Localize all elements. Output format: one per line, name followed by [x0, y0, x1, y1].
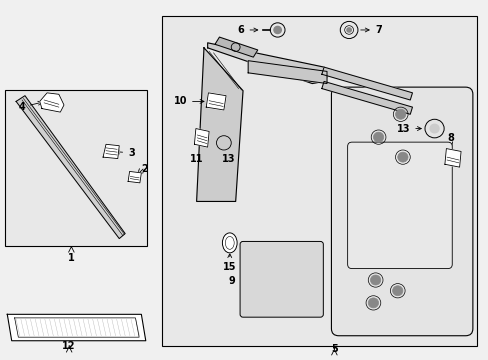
Polygon shape [321, 67, 411, 100]
Polygon shape [207, 43, 328, 84]
Polygon shape [321, 81, 411, 114]
Text: 4: 4 [18, 101, 42, 112]
Text: 12: 12 [62, 342, 76, 351]
Circle shape [367, 298, 378, 308]
Text: 3: 3 [115, 148, 135, 158]
Text: 6: 6 [237, 25, 257, 35]
Text: 13: 13 [396, 123, 421, 134]
Circle shape [346, 28, 350, 32]
Bar [162, 16, 476, 346]
Polygon shape [103, 144, 119, 158]
Polygon shape [248, 61, 326, 84]
Text: 8: 8 [447, 133, 453, 143]
Ellipse shape [222, 233, 237, 253]
Polygon shape [40, 93, 64, 112]
Polygon shape [194, 129, 209, 147]
Text: 5: 5 [330, 344, 337, 354]
FancyBboxPatch shape [240, 242, 323, 317]
Polygon shape [196, 48, 243, 202]
Text: 10: 10 [173, 96, 203, 107]
Polygon shape [7, 314, 145, 341]
Circle shape [395, 109, 405, 119]
Polygon shape [215, 37, 257, 57]
FancyBboxPatch shape [331, 87, 472, 336]
Circle shape [273, 26, 281, 33]
FancyBboxPatch shape [347, 142, 451, 269]
Text: 11: 11 [189, 154, 203, 164]
Circle shape [370, 275, 380, 285]
Circle shape [220, 139, 227, 147]
Polygon shape [444, 149, 460, 167]
Text: 13: 13 [221, 154, 235, 164]
Text: 9: 9 [228, 276, 246, 287]
Text: 15: 15 [223, 254, 236, 272]
Text: 1: 1 [68, 253, 75, 263]
Circle shape [373, 132, 383, 142]
Text: 14: 14 [375, 203, 389, 213]
Polygon shape [206, 93, 225, 110]
Bar [5, 90, 146, 246]
Circle shape [429, 124, 438, 133]
Polygon shape [16, 96, 125, 239]
Polygon shape [128, 171, 141, 183]
Text: 2: 2 [142, 164, 148, 174]
Text: 7: 7 [360, 25, 382, 35]
Circle shape [392, 286, 402, 296]
Circle shape [397, 152, 407, 162]
